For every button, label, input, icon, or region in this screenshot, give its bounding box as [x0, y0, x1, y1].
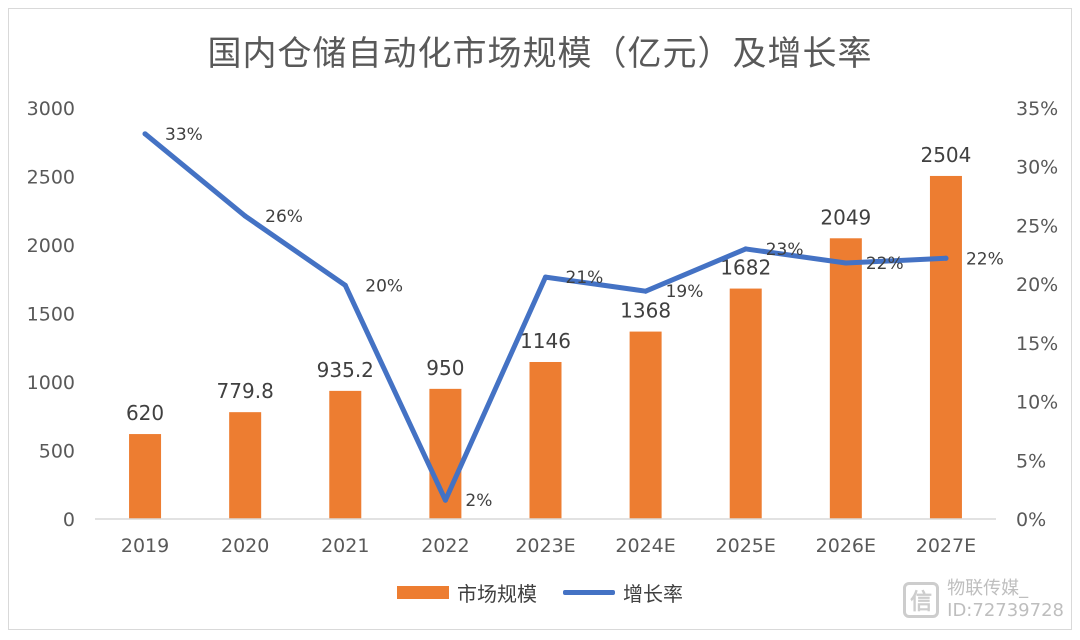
bar	[929, 175, 962, 519]
bar-data-label: 1682	[720, 256, 771, 280]
legend-bar-swatch	[397, 586, 449, 599]
watermark-line2: ID:72739728	[947, 600, 1064, 621]
right-axis-tick-label: 0%	[1016, 509, 1046, 531]
line-series: 33% 26% 20% 2% 21% 19% 23% 22% 22%	[142, 125, 1004, 511]
left-axis-tick-label: 0	[63, 509, 75, 531]
line-data-label: 22%	[966, 249, 1004, 269]
left-axis-tick-label: 3000	[27, 98, 75, 120]
x-axis-tick-label: 2021	[321, 535, 369, 557]
legend-item-line: 增长率	[563, 578, 683, 607]
left-axis-tick-label: 2500	[27, 167, 75, 189]
x-axis-tick-label: 2025E	[716, 535, 776, 557]
line-data-label: 23%	[766, 240, 804, 260]
watermark-logo-icon: 信	[903, 582, 940, 618]
bar-data-label: 1368	[620, 299, 671, 323]
legend-bar-label: 市场规模	[457, 582, 537, 606]
right-axis-tick-label: 30%	[1016, 157, 1058, 179]
bar-data-label: 935.2	[317, 358, 374, 382]
bar	[229, 412, 262, 519]
right-axis-tick-label: 20%	[1016, 274, 1058, 296]
right-axis: 0% 5% 10% 15% 20% 25% 30% 35%	[1016, 98, 1058, 531]
line-data-label: 22%	[866, 254, 904, 274]
line-data-label: 33%	[165, 125, 203, 145]
bar-data-label: 2504	[920, 143, 971, 167]
right-axis-tick-label: 25%	[1016, 215, 1058, 237]
bar-data-label: 2049	[820, 205, 871, 229]
bar	[329, 390, 362, 519]
line-data-label: 21%	[566, 268, 604, 288]
left-axis-tick-label: 500	[39, 441, 75, 463]
x-axis-tick-label: 2027E	[916, 535, 976, 557]
left-axis-tick-label: 1500	[27, 304, 75, 326]
line-point	[943, 255, 949, 261]
chart-frame	[8, 8, 1072, 630]
bar-data-label: 1146	[520, 329, 571, 353]
legend-line-label: 增长率	[623, 582, 683, 606]
bar	[529, 361, 562, 519]
chart-title: 国内仓储自动化市场规模（亿元）及增长率	[207, 34, 873, 74]
x-axis-tick-label: 2019	[121, 535, 169, 557]
watermark: 信 物联传媒_ ID:72739728	[903, 578, 1064, 622]
x-axis-tick-label: 2023E	[515, 535, 575, 557]
left-axis: 0 500 1000 1500 2000 2500 3000	[27, 98, 75, 531]
line-data-label: 26%	[265, 207, 303, 227]
bar	[129, 434, 162, 519]
right-axis-tick-label: 5%	[1016, 450, 1046, 472]
x-axis-tick-label: 2026E	[816, 535, 876, 557]
line-point	[643, 288, 649, 294]
legend: 市场规模 增长率	[0, 578, 1080, 607]
x-axis-tick-label: 2022	[421, 535, 469, 557]
line-point	[843, 260, 849, 266]
bar	[629, 331, 662, 519]
x-axis-tick-label: 2024E	[615, 535, 675, 557]
line-data-label: 20%	[365, 276, 403, 296]
left-axis-tick-label: 2000	[27, 235, 75, 257]
bar-data-label: 950	[426, 356, 464, 380]
line-point	[242, 213, 248, 219]
line-point	[543, 274, 548, 280]
line-point	[142, 131, 148, 137]
bar-data-label: 779.8	[217, 379, 274, 403]
line-data-label: 19%	[666, 282, 704, 302]
bar	[729, 288, 762, 519]
bar-series: 620 779.8 935.2 950 1146 1368 1682 2049 2504	[126, 143, 971, 520]
line-point	[442, 497, 448, 503]
legend-item-bar: 市场规模	[397, 578, 537, 607]
right-axis-tick-label: 10%	[1016, 392, 1058, 414]
left-axis-tick-label: 1000	[27, 372, 75, 394]
line-point	[743, 246, 749, 252]
right-axis-tick-label: 15%	[1016, 333, 1058, 355]
x-axis-tick-label: 2020	[221, 535, 269, 557]
watermark-line1: 物联传媒_	[947, 578, 1029, 599]
line-point	[342, 282, 348, 288]
line-data-label: 2%	[465, 491, 492, 511]
bar-data-label: 620	[126, 401, 164, 425]
x-axis: 2019 2020 2021 2022 2023E 2024E 2025E 2026E 2027…	[95, 518, 996, 557]
right-axis-tick-label: 35%	[1016, 98, 1058, 120]
legend-line-swatch	[563, 590, 615, 595]
bar	[829, 238, 862, 520]
